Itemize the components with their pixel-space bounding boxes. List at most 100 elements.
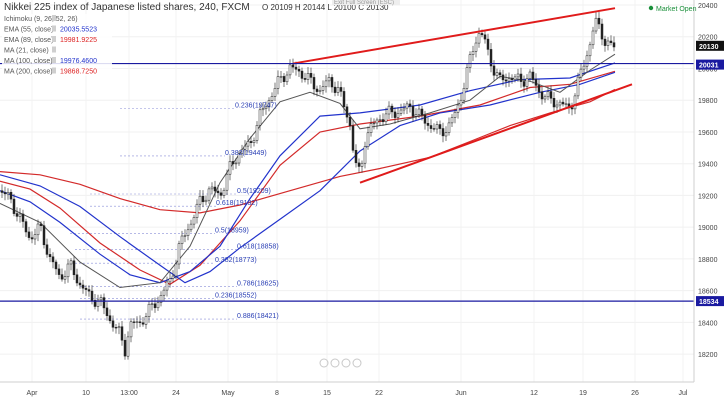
candle-body bbox=[132, 321, 136, 323]
legend-settings-icon[interactable] bbox=[52, 57, 56, 63]
candle-body bbox=[171, 275, 175, 279]
candle-body bbox=[78, 282, 82, 286]
price-tick: 20200 bbox=[698, 35, 718, 42]
candle-body bbox=[90, 290, 94, 301]
legend-label: MA (21, close) bbox=[4, 48, 49, 55]
candle-body bbox=[453, 111, 457, 118]
price-tag-label: 20130 bbox=[699, 44, 719, 51]
candle-body bbox=[315, 88, 319, 92]
candle-body bbox=[0, 190, 4, 193]
candle-body bbox=[300, 70, 304, 79]
candle-body bbox=[483, 34, 487, 40]
candle-body bbox=[540, 91, 544, 100]
candle-body bbox=[201, 195, 205, 203]
candle-body bbox=[465, 67, 469, 89]
candle-body bbox=[468, 54, 472, 68]
candle-body bbox=[579, 68, 583, 78]
candle-body bbox=[123, 339, 127, 357]
time-tick: 22 bbox=[375, 390, 383, 397]
candle-body bbox=[429, 125, 433, 129]
candle-body bbox=[480, 33, 484, 36]
candle-body bbox=[174, 263, 178, 277]
zoom-out-icon[interactable] bbox=[330, 358, 340, 368]
legend-row-bg bbox=[2, 45, 112, 55]
price-axis-ticks: 20400 20200 20000 19800 19600 19400 19200 19000… bbox=[698, 3, 718, 359]
time-axis-ticks: Apr 10 13:00 24 May 8 15 22 Jun 12 19 26 Jul bbox=[27, 390, 688, 397]
exit-fullscreen-banner[interactable] bbox=[332, 0, 400, 5]
candle-body bbox=[378, 119, 382, 121]
candle-body bbox=[72, 260, 76, 276]
candle-body bbox=[423, 114, 427, 124]
candle-body bbox=[93, 300, 97, 307]
price-tick: 18800 bbox=[698, 257, 718, 264]
legend-settings-icon[interactable] bbox=[52, 15, 56, 21]
candle-body bbox=[162, 289, 166, 296]
fibonacci-levels bbox=[70, 108, 237, 320]
candle-body bbox=[366, 132, 370, 147]
candle-body bbox=[390, 105, 394, 113]
legend-settings-icon[interactable] bbox=[52, 25, 56, 32]
candle-body bbox=[498, 72, 502, 76]
legend-settings-icon[interactable] bbox=[52, 36, 56, 42]
price-tick: 19000 bbox=[698, 225, 718, 232]
candle-body bbox=[63, 276, 67, 280]
candle-body bbox=[477, 33, 481, 44]
legend-label: MA (200, close) bbox=[4, 69, 53, 76]
candle-body bbox=[312, 77, 316, 90]
candle-body bbox=[291, 64, 295, 68]
candle-body bbox=[606, 40, 610, 46]
scroll-forward-icon[interactable] bbox=[352, 358, 362, 368]
candle-body bbox=[555, 104, 559, 108]
indicator-legend: Ichimoku (9, 26, 52, 26) EMA (55, close) 2… bbox=[2, 14, 112, 76]
candle-body bbox=[447, 122, 451, 133]
time-axis[interactable] bbox=[0, 382, 725, 407]
candle-body bbox=[519, 73, 523, 82]
fibonacci-labels: 0.236(19747) 0.382(19449) 0.5(19209) 0.618(… bbox=[215, 103, 279, 320]
scroll-back-icon[interactable] bbox=[319, 358, 329, 368]
exit-fullscreen-label[interactable]: Exit Full Screen (ESC) bbox=[334, 0, 394, 6]
candle-body bbox=[354, 150, 358, 164]
time-tick: 13:00 bbox=[120, 390, 138, 397]
chart-title: Nikkei 225 index of Japanese listed shar… bbox=[4, 2, 250, 13]
candle-body bbox=[165, 281, 169, 291]
candle-body bbox=[333, 86, 337, 93]
candle-body bbox=[543, 96, 547, 100]
time-tick: 10 bbox=[82, 390, 90, 397]
zoom-in-icon[interactable] bbox=[341, 358, 351, 368]
candle-body bbox=[441, 128, 445, 137]
candle-body bbox=[81, 284, 85, 289]
legend-settings-icon[interactable] bbox=[52, 46, 56, 53]
candle-body bbox=[42, 225, 46, 246]
candle-body bbox=[279, 76, 283, 78]
candle-body bbox=[114, 327, 118, 329]
fib-level-label: 0.236(19747) bbox=[235, 103, 277, 110]
price-tag bbox=[696, 59, 724, 70]
candle-body bbox=[414, 114, 418, 117]
candle-body bbox=[612, 42, 616, 48]
time-tick: 26 bbox=[631, 390, 639, 397]
legend-settings-icon[interactable] bbox=[52, 67, 56, 74]
candle-body bbox=[507, 78, 511, 82]
candle-body bbox=[495, 72, 499, 76]
candlesticks bbox=[0, 11, 616, 360]
candle-body bbox=[339, 87, 343, 92]
time-tick: 8 bbox=[275, 390, 279, 397]
fib-level-label: 0.382(18773) bbox=[215, 257, 257, 264]
candle-body bbox=[243, 145, 247, 150]
time-tick: Jul bbox=[679, 390, 688, 397]
candle-body bbox=[261, 108, 265, 111]
candle-body bbox=[513, 76, 517, 80]
candle-body bbox=[12, 198, 16, 214]
time-tick: 15 bbox=[323, 390, 331, 397]
market-status: Market Open bbox=[656, 6, 697, 13]
price-tick: 19600 bbox=[698, 130, 718, 137]
candle-body bbox=[24, 221, 28, 233]
candle-body bbox=[177, 243, 181, 265]
candle-body bbox=[57, 268, 61, 275]
candle-body bbox=[207, 188, 211, 201]
candle-body bbox=[54, 261, 58, 270]
candle-body bbox=[30, 237, 34, 240]
candle-body bbox=[33, 234, 37, 240]
candle-body bbox=[183, 235, 187, 237]
